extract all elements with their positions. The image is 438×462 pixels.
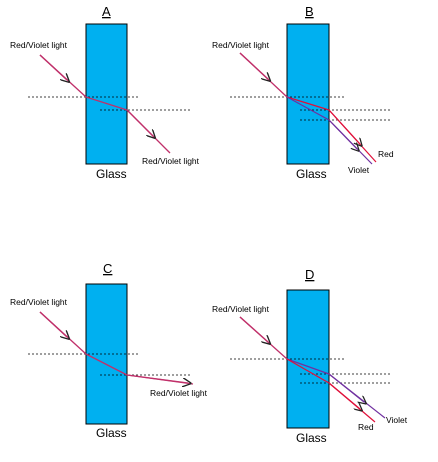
glass-block-b	[286, 23, 330, 165]
emergent-arrow-c	[126, 374, 188, 383]
red-arrow-b	[328, 109, 360, 144]
incident-arrow-a	[39, 54, 67, 80]
refracted-ray-c	[85, 353, 128, 376]
panel-a: A Red/Violet light Red/Violet light Glas…	[10, 4, 200, 181]
violet-arrow-b	[328, 119, 357, 149]
panel-d-letter: D	[305, 267, 314, 282]
panel-b: B Red/Violet light Red Violet Glass	[212, 4, 394, 181]
incident-arrow-b	[239, 52, 268, 79]
refracted-ray-a	[85, 96, 128, 111]
red-arrow-d	[328, 382, 360, 409]
glass-label-a: Glass	[96, 167, 127, 181]
panel-c: C Red/Violet light Red/Violet light Glas…	[10, 261, 208, 440]
exit-label-c: Red/Violet light	[150, 388, 208, 398]
incident-label-c: Red/Violet light	[10, 297, 68, 307]
panel-a-letter: A	[102, 4, 111, 19]
panel-b-letter: B	[305, 4, 314, 19]
violet-arrow-d	[328, 373, 364, 402]
incident-arrow-d	[239, 316, 268, 342]
red-refracted-ray-b	[286, 96, 330, 111]
glass-label-d: Glass	[296, 431, 327, 445]
incident-label-d: Red/Violet light	[212, 304, 270, 314]
violet-refracted-ray-b	[286, 96, 330, 121]
incident-arrow-c	[39, 311, 67, 337]
glass-block-a	[85, 23, 128, 165]
emergent-arrow-a	[126, 109, 153, 136]
incident-label-b: Red/Violet light	[212, 40, 270, 50]
red-label-b: Red	[378, 149, 394, 159]
violet-refracted-ray-d	[286, 358, 330, 375]
glass-label-b: Glass	[296, 167, 327, 181]
red-refracted-ray-d	[286, 358, 330, 384]
exit-label-a: Red/Violet light	[142, 156, 200, 166]
violet-label-b: Violet	[348, 165, 370, 175]
glass-label-c: Glass	[96, 426, 127, 440]
incident-label-a: Red/Violet light	[10, 40, 68, 50]
panel-d: D Red/Violet light Violet Red Glass	[212, 267, 408, 445]
red-label-d: Red	[358, 422, 374, 432]
panel-c-letter: C	[103, 261, 112, 276]
violet-label-d: Violet	[386, 415, 408, 425]
